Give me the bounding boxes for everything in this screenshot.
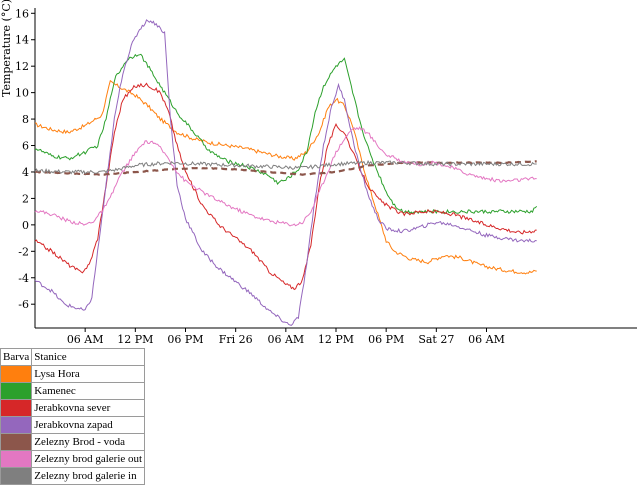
series-line-lysa-hora [34, 79, 537, 275]
legend-station-name: Zelezny brod galerie out [31, 450, 146, 468]
series-line-zelezny-brod-voda [34, 160, 537, 176]
series-line-jerabkovna-sever [34, 82, 537, 291]
y-tick-label: 8 [22, 113, 29, 126]
series-line-kamenec [34, 53, 538, 215]
y-ticks: -6 -4 -2 0 2 4 6 8 10 12 14 16 [15, 7, 35, 311]
y-tick-label: 14 [15, 34, 29, 47]
legend-swatch [0, 416, 33, 434]
series-line-jerabkovna-zapad [34, 19, 537, 326]
legend-row: Zelezny Brod - voda [0, 433, 146, 451]
y-tick-label: 16 [15, 7, 29, 20]
legend-row: Lysa Hora [0, 365, 146, 383]
x-tick-label: 12 PM [318, 333, 354, 345]
legend-header-station: Stanice [31, 348, 146, 366]
x-tick-label: 06 AM [67, 333, 104, 345]
legend-body: Lysa Hora Kamenec Jerabkovna sever Jerabkov… [0, 365, 146, 485]
y-tick-label: -6 [18, 298, 29, 311]
x-ticks: 06 AM 12 PM 06 PM Fri 26 06 AM 12 PM 06 PM Sat … [67, 328, 505, 345]
x-tick-label: Fri 26 [219, 333, 253, 345]
legend-row: Zelezny brod galerie out [0, 450, 146, 468]
series-line-zelezny-brod-galerie-out [34, 126, 537, 227]
legend-swatch [0, 365, 33, 383]
legend-row: Jerabkovna sever [0, 399, 146, 417]
legend-station-name: Lysa Hora [31, 365, 146, 383]
legend-row: Kamenec [0, 382, 146, 400]
legend-station-name: Zelezny brod galerie in [31, 467, 146, 485]
y-tick-label: -4 [18, 272, 29, 285]
legend-swatch [0, 382, 33, 400]
legend-station-name: Kamenec [31, 382, 146, 400]
legend-swatch [0, 467, 33, 485]
y-tick-label: 6 [22, 140, 29, 153]
plot-area: -6 -4 -2 0 2 4 6 8 10 12 14 16 06 AM 12 PM 06 PM Fri 2… [0, 0, 637, 345]
temperature-chart: -6 -4 -2 0 2 4 6 8 10 12 14 16 06 AM 12 PM 06 PM Fri 2… [0, 0, 637, 345]
x-tick-label: 06 AM [468, 333, 505, 345]
legend-row: Zelezny brod galerie in [0, 467, 146, 485]
legend-table: Barva Stanice Lysa Hora Kamenec Jerabkovna… [0, 348, 146, 485]
legend-swatch [0, 450, 33, 468]
x-tick-label: Sat 27 [418, 333, 454, 345]
legend-station-name: Zelezny Brod - voda [31, 433, 146, 451]
y-tick-label: 0 [22, 219, 29, 232]
x-tick-label: 06 PM [368, 333, 404, 345]
y-axis-label: Temperature (°C) [0, 0, 13, 97]
series-lines [34, 19, 538, 326]
legend-swatch [0, 399, 33, 417]
x-tick-label: 06 PM [167, 333, 203, 345]
series-line-zelezny-brod-galerie-in [34, 159, 537, 175]
y-tick-label: 4 [22, 166, 29, 179]
y-tick-label: 2 [22, 192, 29, 205]
legend-station-name: Jerabkovna zapad [31, 416, 146, 434]
x-tick-label: 06 AM [267, 333, 304, 345]
legend-row: Jerabkovna zapad [0, 416, 146, 434]
x-tick-label: 12 PM [117, 333, 153, 345]
y-tick-label: 10 [15, 87, 29, 100]
legend-station-name: Jerabkovna sever [31, 399, 146, 417]
legend-header-color: Barva [0, 348, 33, 366]
legend-header-row: Barva Stanice [0, 348, 146, 366]
legend-swatch [0, 433, 33, 451]
y-tick-label: 12 [15, 60, 29, 73]
y-tick-label: -2 [18, 245, 29, 258]
